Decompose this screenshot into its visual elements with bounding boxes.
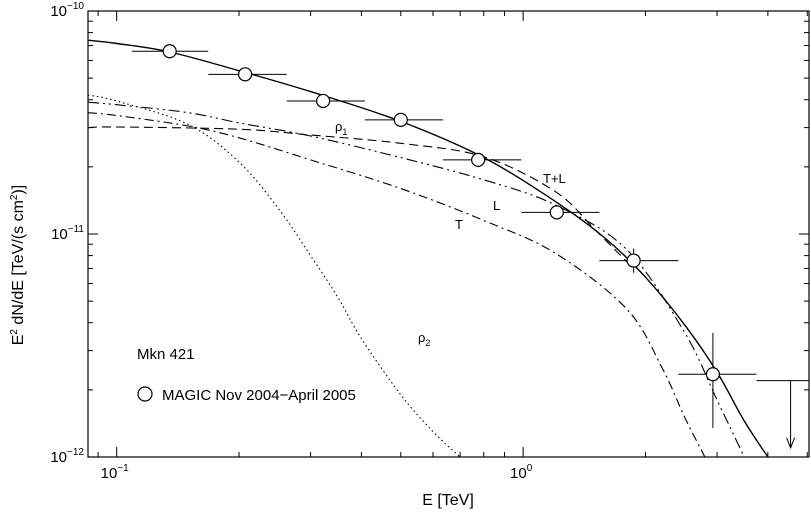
data-marker: [549, 205, 564, 220]
curve-label-rho1: ρ1: [335, 119, 347, 137]
data-point: [364, 112, 443, 127]
upper-limit-arrowhead: [786, 437, 796, 450]
model-curves: [88, 39, 769, 457]
curve-t: [88, 112, 706, 457]
x-axis-title: E [TeV]: [422, 492, 474, 509]
data-point: [286, 93, 365, 109]
data-marker: [471, 152, 486, 167]
y-tick-label: 10−10: [50, 1, 84, 20]
data-point: [208, 67, 287, 82]
data-marker: [626, 253, 641, 268]
curve-label-t: T: [455, 217, 463, 232]
data-marker: [316, 93, 331, 109]
data-point: [678, 332, 757, 428]
y-tick-label: 10−11: [51, 224, 84, 243]
axis-ticks: 10−1 100 10−12 10−11 10−10: [50, 1, 809, 482]
data-marker: [162, 44, 177, 59]
x-tick-label: 100: [510, 463, 533, 482]
y-axis-title: E2 dN/dE [TeV/(s cm2)]: [9, 185, 27, 346]
data-point: [131, 44, 209, 59]
x-tick-label: 10−1: [101, 463, 130, 482]
curve-label-rho2: ρ2: [418, 330, 430, 348]
upper-limit: [756, 380, 809, 450]
legend-marker: [137, 386, 153, 402]
source-label: Mkn 421: [137, 346, 195, 363]
curve-label-l: L: [493, 198, 500, 213]
data-marker: [393, 112, 408, 127]
curve-rho1: [88, 126, 628, 263]
data-point: [442, 152, 522, 167]
legend-label: MAGIC Nov 2004−April 2005: [162, 387, 356, 404]
y-tick-label: 10−12: [50, 447, 84, 466]
data-point: [521, 205, 600, 220]
data-point: [599, 248, 679, 273]
curve-t-plus-l: [88, 39, 769, 457]
data-points: [131, 44, 809, 450]
data-marker: [238, 67, 253, 82]
data-marker: [705, 367, 721, 382]
curve-label-t-plus-l: T+L: [543, 171, 566, 186]
